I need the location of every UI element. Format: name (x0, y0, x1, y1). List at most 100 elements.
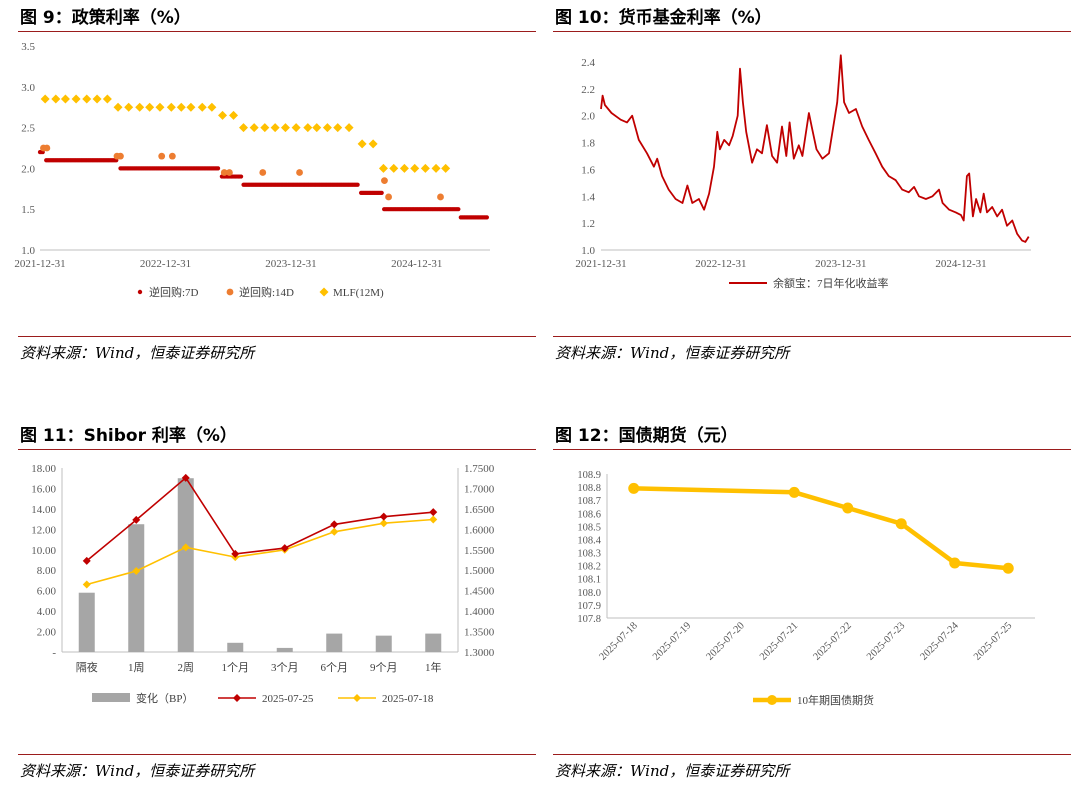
point-mlf (71, 94, 81, 104)
point-mlf (280, 123, 290, 133)
bond-futures-line (633, 486, 1009, 571)
point-2025-07-25 (280, 544, 289, 553)
point-mlf (312, 123, 322, 133)
point-mlf (378, 163, 388, 173)
y-tick-label: 1.2 (581, 218, 595, 230)
y2-tick-label: 1.3000 (464, 647, 495, 659)
chart-title: 图 10：货币基金利率（%） (555, 8, 772, 28)
point-2025-07-25 (379, 512, 388, 521)
x-tick-label: 1个月 (222, 661, 250, 674)
point-mlf (239, 123, 249, 133)
x-tick-label: 2025-07-24 (918, 620, 961, 663)
y-tick-label: 2.0 (21, 163, 35, 175)
source-note: 资料来源：Wind，恒泰证券研究所 (555, 762, 790, 780)
y-tick-label: 1.4 (581, 191, 595, 203)
y-tick-label: 1.0 (21, 245, 35, 257)
point-14d (158, 152, 166, 160)
source-rule (553, 336, 1071, 337)
point-2025-07-18 (181, 543, 190, 552)
bond-futures-point (788, 486, 800, 498)
x-tick-label: 2周 (178, 661, 195, 674)
x-tick-label: 9个月 (370, 661, 398, 674)
bar-change-bp (326, 633, 343, 652)
point-mlf (303, 123, 313, 133)
point-14d (296, 169, 303, 176)
yuebao-7d-yield-line (600, 54, 1030, 243)
y-tick-label: 2.2 (581, 84, 595, 96)
legend-label: 10年期国债期货 (797, 693, 874, 707)
point-2025-07-18 (82, 580, 91, 589)
money-fund-rate-panel: 图 10：货币基金利率（%） 1.0 1.2 1.4 1.6 1.8 2.0 2.2 2.4 2… (553, 0, 1071, 380)
point-mlf (333, 123, 343, 133)
bond-futures-point (628, 482, 640, 494)
bond-futures-point (1002, 562, 1014, 574)
line-2025-07-25 (86, 476, 434, 562)
point-mlf (344, 123, 354, 133)
bar-change-bp (227, 642, 244, 652)
point-mlf (176, 102, 186, 112)
policy-rate-panel: 图 9：政策利率（%） 1.0 1.5 2.0 2.5 3.0 3.5 2021-12-31… (14, 0, 536, 380)
y-tick-label: 107.8 (577, 614, 601, 625)
title-rule (18, 449, 536, 450)
point-mlf (207, 102, 217, 112)
y-tick-label: 6.00 (37, 586, 57, 598)
y-tick-label: 16.00 (31, 483, 56, 495)
point-14d (385, 193, 392, 201)
point-mlf (166, 102, 176, 112)
legend-label-change: 变化（BP） (136, 691, 193, 705)
point-7d (379, 190, 384, 195)
y-tick-label: 108.5 (577, 522, 601, 533)
y2-tick-label: 1.6500 (464, 504, 495, 516)
point-mlf (51, 94, 61, 104)
y-tick-label: 1.5 (21, 204, 35, 216)
x-tick-label: 2022-12-31 (695, 258, 746, 270)
point-14d (259, 169, 267, 176)
y2-tick-label: 1.4500 (464, 586, 495, 598)
y-tick-label: 1.8 (581, 138, 595, 150)
point-mlf (368, 139, 378, 149)
bond-futures-point (949, 557, 961, 569)
y-tick-label: 8.00 (37, 565, 57, 577)
point-2025-07-25 (132, 515, 141, 524)
y-tick-label: 2.0 (581, 111, 595, 123)
x-tick-label: 2025-07-25 (972, 620, 1014, 662)
chart-title: 图 11：Shibor 利率（%） (20, 426, 237, 446)
treasury-futures-chart: 107.8 107.9 108.0 108.1 108.2 108.3 108.4 108.5… (577, 470, 1035, 707)
legend-marker-change (92, 693, 130, 702)
y-tick-label: 108.6 (577, 509, 601, 520)
x-tick-label: 2024-12-31 (391, 258, 442, 270)
y-tick-label: 3.0 (21, 82, 35, 94)
y-tick-label: 108.3 (577, 549, 601, 560)
bar-change-bp (78, 592, 95, 652)
point-mlf (322, 123, 332, 133)
point-14d (43, 144, 51, 152)
point-mlf (155, 102, 165, 112)
source-note: 资料来源：Wind，恒泰证券研究所 (20, 344, 255, 362)
x-tick-label: 2025-07-21 (758, 620, 800, 662)
y2-tick-label: 1.6000 (464, 524, 495, 536)
point-mlf (60, 94, 70, 104)
y-tick-label: 18.00 (31, 463, 56, 475)
point-14d (117, 152, 124, 160)
title-rule (553, 31, 1071, 32)
legend-marker-0725 (233, 694, 241, 702)
x-tick-label: 2025-07-20 (704, 620, 746, 662)
bar-change-bp (375, 635, 392, 652)
point-2025-07-25 (82, 556, 91, 565)
point-2025-07-25 (330, 520, 339, 529)
y2-tick-label: 1.7000 (464, 483, 495, 495)
point-mlf (270, 123, 280, 133)
legend-label-mlf: MLF(12M) (333, 287, 384, 299)
y-tick-label: 107.9 (577, 601, 601, 612)
y-tick-label: 1.0 (581, 245, 595, 257)
point-mlf (229, 110, 239, 120)
point-mlf (420, 163, 430, 173)
point-7d (484, 215, 490, 220)
shibor-rate-chart: - 2.00 4.00 6.00 8.00 10.00 12.00 14.00 16.00 18.… (31, 463, 495, 705)
y-tick-label: 108.8 (577, 483, 601, 494)
y-tick-label: - (52, 647, 56, 659)
x-tick-label: 2021-12-31 (14, 258, 65, 270)
point-mlf (399, 163, 409, 173)
x-tick-label: 2024-12-31 (935, 258, 986, 270)
point-mlf (135, 102, 145, 112)
